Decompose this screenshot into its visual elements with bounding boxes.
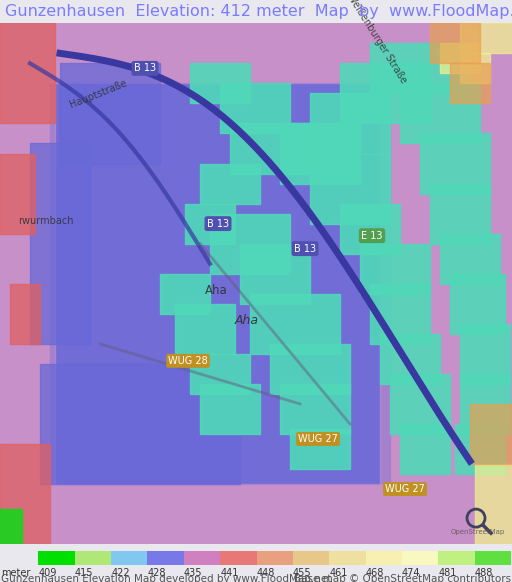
Text: Gunzenhausen Elevation Map developed by www.FloodMap.net: Gunzenhausen Elevation Map developed by … <box>1 574 331 582</box>
Bar <box>0 23 55 544</box>
Bar <box>50 83 390 484</box>
Bar <box>460 374 510 434</box>
Bar <box>0 23 55 123</box>
Bar <box>230 123 320 173</box>
Bar <box>175 304 235 354</box>
Bar <box>400 424 450 474</box>
Bar <box>340 204 400 254</box>
Bar <box>475 464 512 544</box>
Bar <box>329 551 366 565</box>
Text: 481: 481 <box>438 567 457 577</box>
Bar <box>360 244 430 294</box>
Bar <box>280 384 350 434</box>
Bar <box>380 334 440 384</box>
Bar <box>0 154 35 233</box>
Bar <box>455 424 505 474</box>
Bar <box>190 63 250 104</box>
Bar <box>310 154 390 223</box>
Bar <box>184 551 220 565</box>
Bar <box>460 23 512 54</box>
Text: E 13: E 13 <box>361 230 383 240</box>
Bar <box>0 23 512 83</box>
Bar <box>0 444 50 544</box>
Text: 428: 428 <box>147 567 166 577</box>
Text: Gunzenhausen  Elevation: 412 meter  Map  by  www.FloodMap.net  (beta): Gunzenhausen Elevation: 412 meter Map by… <box>5 4 512 19</box>
Bar <box>38 551 75 565</box>
Bar <box>450 63 490 104</box>
Bar <box>430 23 480 63</box>
Text: Aha: Aha <box>205 284 228 297</box>
Bar <box>450 274 505 334</box>
Text: WUG 28: WUG 28 <box>168 356 208 366</box>
Bar <box>390 374 450 434</box>
Text: 422: 422 <box>111 567 130 577</box>
Bar <box>75 551 111 565</box>
Bar <box>470 404 512 464</box>
Bar <box>250 294 340 354</box>
Text: 468: 468 <box>366 567 384 577</box>
Text: 455: 455 <box>293 567 311 577</box>
Bar <box>475 551 511 565</box>
Bar <box>257 551 293 565</box>
Bar <box>290 429 350 469</box>
Bar <box>340 63 430 123</box>
Bar <box>430 183 490 244</box>
Text: 435: 435 <box>184 567 202 577</box>
Bar <box>147 551 184 565</box>
Bar <box>220 551 257 565</box>
Bar <box>402 551 438 565</box>
Text: 474: 474 <box>402 567 420 577</box>
Bar <box>240 244 310 304</box>
Text: 441: 441 <box>220 567 239 577</box>
Bar <box>440 233 500 284</box>
Bar <box>200 384 260 434</box>
Text: 415: 415 <box>75 567 93 577</box>
Text: 461: 461 <box>329 567 348 577</box>
Bar <box>310 93 390 154</box>
Bar <box>293 551 329 565</box>
Bar <box>280 123 360 183</box>
Bar <box>370 284 430 344</box>
Bar <box>200 164 260 204</box>
Text: WUG 27: WUG 27 <box>298 434 338 444</box>
Bar <box>111 551 147 565</box>
Bar <box>10 284 40 344</box>
Bar <box>420 133 490 194</box>
Bar <box>60 63 160 164</box>
Text: 488: 488 <box>475 567 493 577</box>
Text: Base map © OpenStreetMap contributors: Base map © OpenStreetMap contributors <box>294 574 511 582</box>
Text: B 13: B 13 <box>294 244 316 254</box>
Bar <box>438 551 475 565</box>
Text: rwurmbach: rwurmbach <box>18 215 74 226</box>
Bar <box>370 43 470 93</box>
Bar <box>40 364 240 484</box>
Bar <box>30 144 90 344</box>
Text: Aha: Aha <box>235 314 259 327</box>
Text: B 13: B 13 <box>134 63 156 73</box>
Text: Hauptstraße: Hauptstraße <box>68 79 128 111</box>
Text: B 13: B 13 <box>207 219 229 229</box>
Bar <box>160 274 210 314</box>
Bar <box>190 354 250 394</box>
Text: meter: meter <box>1 567 30 577</box>
Bar <box>270 344 350 394</box>
Text: 448: 448 <box>257 567 275 577</box>
Bar <box>185 204 235 244</box>
Bar <box>460 54 490 83</box>
Bar <box>0 509 22 544</box>
Bar <box>380 23 512 544</box>
Bar <box>400 83 480 144</box>
Bar <box>220 83 290 133</box>
Bar <box>210 214 290 274</box>
Text: WUG 27: WUG 27 <box>385 484 425 494</box>
Bar <box>0 484 512 544</box>
Bar <box>460 324 510 384</box>
Text: OpenStreetMap: OpenStreetMap <box>451 529 505 535</box>
Bar <box>440 43 480 73</box>
Text: Weißenburger Straße: Weißenburger Straße <box>345 0 409 86</box>
Bar <box>366 551 402 565</box>
Text: 409: 409 <box>38 567 57 577</box>
